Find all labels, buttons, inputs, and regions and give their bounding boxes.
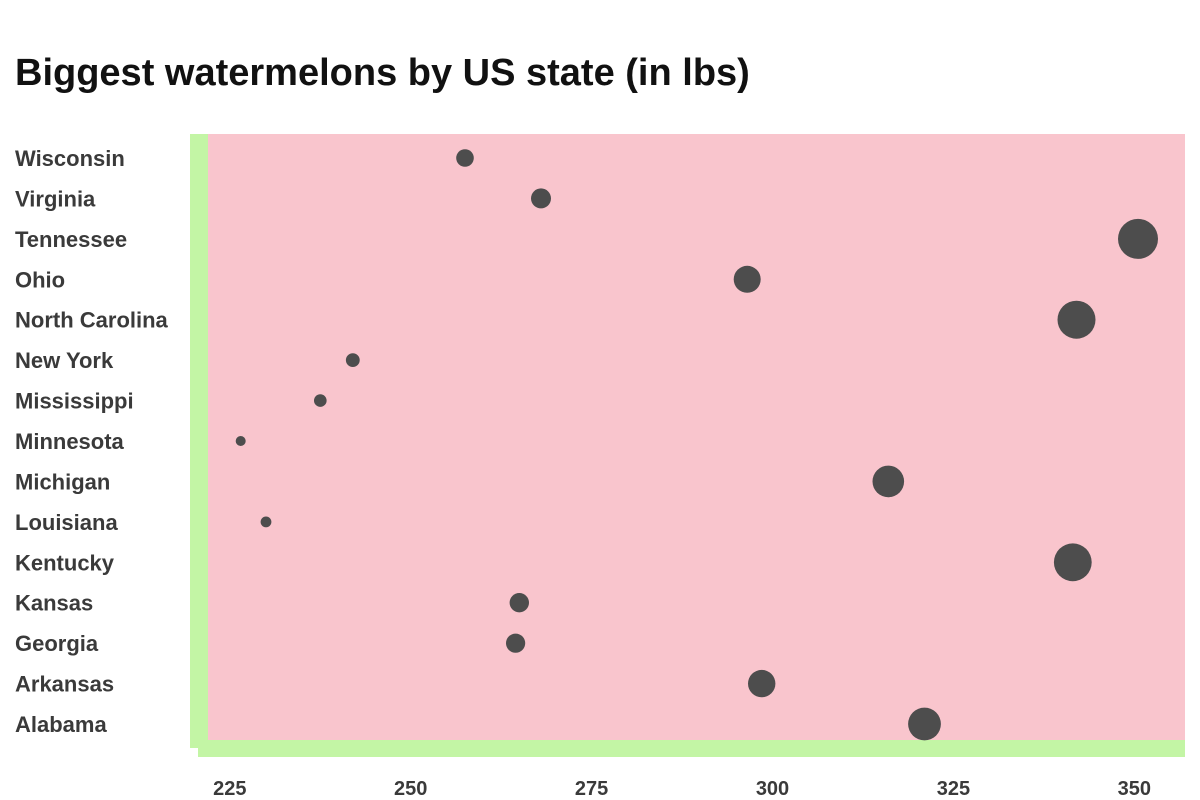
plot-panel	[208, 134, 1185, 740]
y-axis-labels: Wisconsin Virginia Tennessee Ohio North Caro…	[15, 146, 169, 737]
y-label-virginia: Virginia	[15, 186, 96, 211]
point-mississippi	[314, 394, 327, 407]
y-label-minnesota: Minnesota	[15, 429, 125, 454]
point-arkansas	[748, 669, 776, 698]
point-tennessee	[1118, 218, 1158, 259]
x-tick-label-225: 225	[213, 778, 246, 800]
y-label-kansas: Kansas	[15, 591, 93, 616]
rind-left-stripe	[190, 134, 208, 748]
y-label-north-carolina: North Carolina	[15, 308, 169, 333]
point-wisconsin	[456, 149, 474, 167]
x-tick-label-350: 350	[1118, 778, 1151, 800]
point-new-york	[345, 353, 360, 367]
y-label-michigan: Michigan	[15, 469, 110, 494]
data-points	[235, 149, 1158, 741]
point-north-carolina	[1057, 300, 1096, 339]
y-label-wisconsin: Wisconsin	[15, 146, 125, 171]
point-virginia	[531, 188, 551, 209]
point-louisiana	[260, 516, 272, 528]
point-kansas	[509, 593, 529, 613]
x-tick-label-250: 250	[394, 778, 427, 800]
point-ohio	[733, 265, 761, 293]
y-label-tennessee: Tennessee	[15, 227, 127, 252]
y-label-georgia: Georgia	[15, 631, 99, 656]
x-axis-labels: 225 250 275 300 325 350	[213, 778, 1151, 800]
x-tick-label-325: 325	[937, 778, 970, 800]
y-label-louisiana: Louisiana	[15, 510, 118, 535]
point-alabama	[908, 707, 941, 741]
point-kentucky	[1053, 543, 1092, 582]
y-label-mississippi: Mississippi	[15, 389, 134, 414]
y-label-arkansas: Arkansas	[15, 672, 114, 697]
chart-title: Biggest watermelons by US state (in lbs)	[15, 52, 750, 94]
x-tick-label-275: 275	[575, 778, 608, 800]
point-minnesota	[235, 436, 246, 446]
y-label-new-york: New York	[15, 348, 114, 373]
rind-bottom-stripe	[198, 740, 1185, 757]
x-tick-label-300: 300	[756, 778, 789, 800]
y-label-kentucky: Kentucky	[15, 550, 115, 575]
y-label-alabama: Alabama	[15, 712, 107, 737]
point-michigan	[872, 465, 905, 498]
point-georgia	[505, 633, 526, 653]
y-label-ohio: Ohio	[15, 267, 65, 292]
